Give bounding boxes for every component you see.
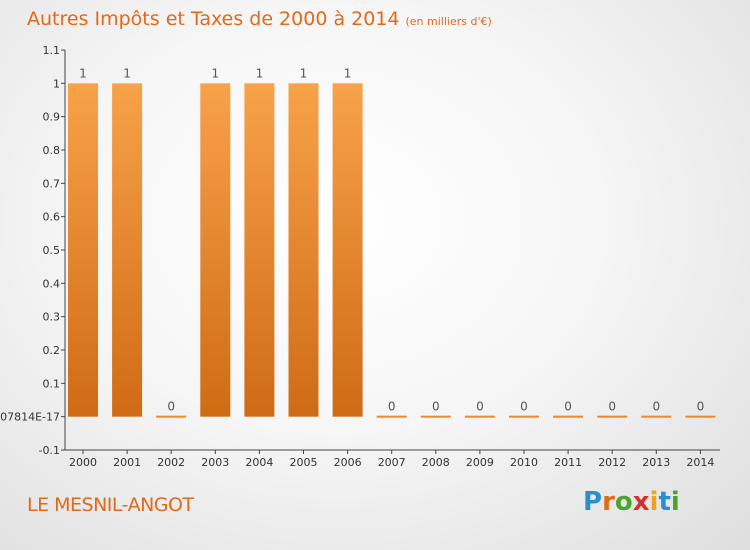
proxiti-logo: Proxiti — [583, 487, 680, 517]
chart-title-text: Autres Impôts et Taxes de 2000 à 2014 — [27, 8, 400, 30]
bar-2006 — [332, 83, 363, 417]
x-tick-label-2000: 2000 — [69, 456, 97, 469]
x-tick-label-2001: 2001 — [113, 456, 141, 469]
x-tick-label-2008: 2008 — [422, 456, 450, 469]
logo-letter: t — [658, 487, 671, 517]
y-tick-label: 0.7 — [43, 177, 61, 190]
y-tick-label: 0.8 — [43, 144, 61, 157]
data-label-2012: 0 — [608, 400, 616, 414]
y-tick-label: 0.5 — [43, 244, 61, 257]
logo-letter: P — [583, 487, 603, 517]
data-label-2011: 0 — [564, 400, 572, 414]
bar-2001 — [112, 83, 143, 417]
x-tick-label-2013: 2013 — [642, 456, 670, 469]
chart-unit-label: (en milliers d'€) — [405, 15, 492, 28]
logo-letter: o — [614, 487, 633, 517]
y-tick-label: 0.1 — [43, 377, 61, 390]
data-label-2003: 1 — [211, 66, 219, 80]
data-label-2006: 1 — [344, 66, 352, 80]
x-tick-label-2009: 2009 — [466, 456, 494, 469]
logo-letter: x — [632, 487, 650, 517]
data-label-2000: 1 — [79, 66, 87, 80]
bar-2012 — [597, 415, 628, 418]
data-label-2010: 0 — [520, 400, 528, 414]
y-tick-label: 1.3877787807814E-17 — [0, 411, 60, 424]
data-label-2014: 0 — [697, 400, 705, 414]
bar-2014 — [685, 415, 716, 418]
y-tick-label: 1 — [53, 77, 60, 90]
bar-2002 — [156, 415, 187, 418]
x-tick-label-2002: 2002 — [157, 456, 185, 469]
chart-title: Autres Impôts et Taxes de 2000 à 2014 (en… — [27, 8, 492, 30]
data-label-2008: 0 — [432, 400, 440, 414]
data-label-2009: 0 — [476, 400, 484, 414]
data-label-2005: 1 — [300, 66, 308, 80]
x-tick-label-2006: 2006 — [334, 456, 362, 469]
bar-2004 — [244, 83, 275, 417]
bar-2013 — [641, 415, 672, 418]
bars-group: 1 1 0 1 1 1 1 0 0 0 0 0 0 0 0 — [68, 66, 716, 418]
bar-2009 — [464, 415, 495, 418]
y-tick-label: 1.1 — [43, 44, 61, 57]
data-label-2004: 1 — [256, 66, 264, 80]
data-label-2002: 0 — [167, 400, 175, 414]
bar-2005 — [288, 83, 319, 417]
bar-2008 — [420, 415, 451, 418]
x-tick-label-2004: 2004 — [245, 456, 273, 469]
y-tick-label: 0.2 — [43, 344, 61, 357]
y-tick-label: 0.4 — [43, 277, 61, 290]
x-tick-label-2014: 2014 — [686, 456, 714, 469]
logo-letter: i — [670, 487, 680, 517]
bar-2007 — [376, 415, 407, 418]
bar-2000 — [68, 83, 98, 417]
x-tick-label-2012: 2012 — [598, 456, 626, 469]
data-label-2001: 1 — [123, 66, 131, 80]
data-label-2013: 0 — [652, 400, 660, 414]
bar-2011 — [553, 415, 584, 418]
x-tick-label-2007: 2007 — [378, 456, 406, 469]
y-tick-label: 0.3 — [43, 311, 61, 324]
y-tick-label: 0.9 — [43, 111, 61, 124]
x-tick-label-2011: 2011 — [554, 456, 582, 469]
y-tick-label: -0.1 — [39, 444, 60, 457]
y-tick-label: 0.6 — [43, 211, 61, 224]
logo-letter: i — [649, 487, 659, 517]
data-label-2007: 0 — [388, 400, 396, 414]
axes-group: 2000 2001 2002 2003 2004 2005 2006 2007 2008 2009… — [0, 44, 720, 469]
bar-2003 — [200, 83, 231, 417]
x-tick-label-2005: 2005 — [290, 456, 318, 469]
logo-letter: r — [602, 487, 615, 517]
x-tick-label-2003: 2003 — [201, 456, 229, 469]
bar-2010 — [509, 415, 539, 418]
x-tick-label-2010: 2010 — [510, 456, 538, 469]
location-name: LE MESNIL-ANGOT — [27, 494, 194, 516]
